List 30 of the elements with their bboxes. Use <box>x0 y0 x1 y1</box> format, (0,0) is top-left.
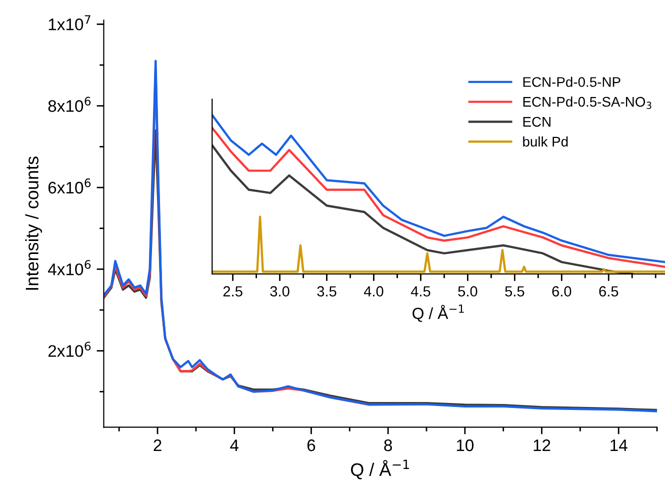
x-tick-label: 14 <box>610 440 628 452</box>
line-series <box>104 60 658 412</box>
y-tick-label: 2x10$^{6}$ <box>48 342 91 357</box>
line-series <box>104 129 658 412</box>
x-tick-label: 12 <box>534 439 550 452</box>
x-tick-label: 6 <box>307 439 316 452</box>
x-tick-label: 5.0 <box>458 286 478 296</box>
x-axis-title: Q / Å$^{−1}$ <box>412 304 464 322</box>
x-tick-label: 2 <box>154 439 162 452</box>
x-tick-label: 6.5 <box>599 286 618 296</box>
y-tick-label: 4x10$^{6}$ <box>48 260 91 276</box>
x-tick-label: 8 <box>384 439 392 452</box>
legend-label: bulk Pd <box>523 136 568 147</box>
y-axis-title: Intensity / counts <box>25 156 42 290</box>
x-tick-label: 3.5 <box>317 286 336 296</box>
x-axis-title: Q / Å$^{−1}$ <box>350 460 409 480</box>
legend-label: ECN <box>523 116 550 127</box>
y-tick-label: 6x10$^{6}$ <box>48 178 91 194</box>
x-tick-label: 4 <box>230 440 239 452</box>
x-tick-label: 4.0 <box>364 286 384 296</box>
y-tick-label: 1x10$^{7}$ <box>48 15 90 30</box>
x-tick-label: 3.0 <box>270 286 290 296</box>
x-tick-label: 2.5 <box>223 286 242 296</box>
y-tick-label: 8x10$^{6}$ <box>48 96 91 112</box>
x-tick-label: 4.5 <box>410 286 430 296</box>
x-tick-label: 6.0 <box>552 286 572 296</box>
x-tick-label: 10 <box>456 439 474 452</box>
legend-label: ECN-Pd-0.5-SA-NO$_{3}$ <box>523 96 652 110</box>
legend-label: ECN-Pd-0.5-NP <box>523 76 620 87</box>
x-tick-label: 5.5 <box>505 286 524 296</box>
